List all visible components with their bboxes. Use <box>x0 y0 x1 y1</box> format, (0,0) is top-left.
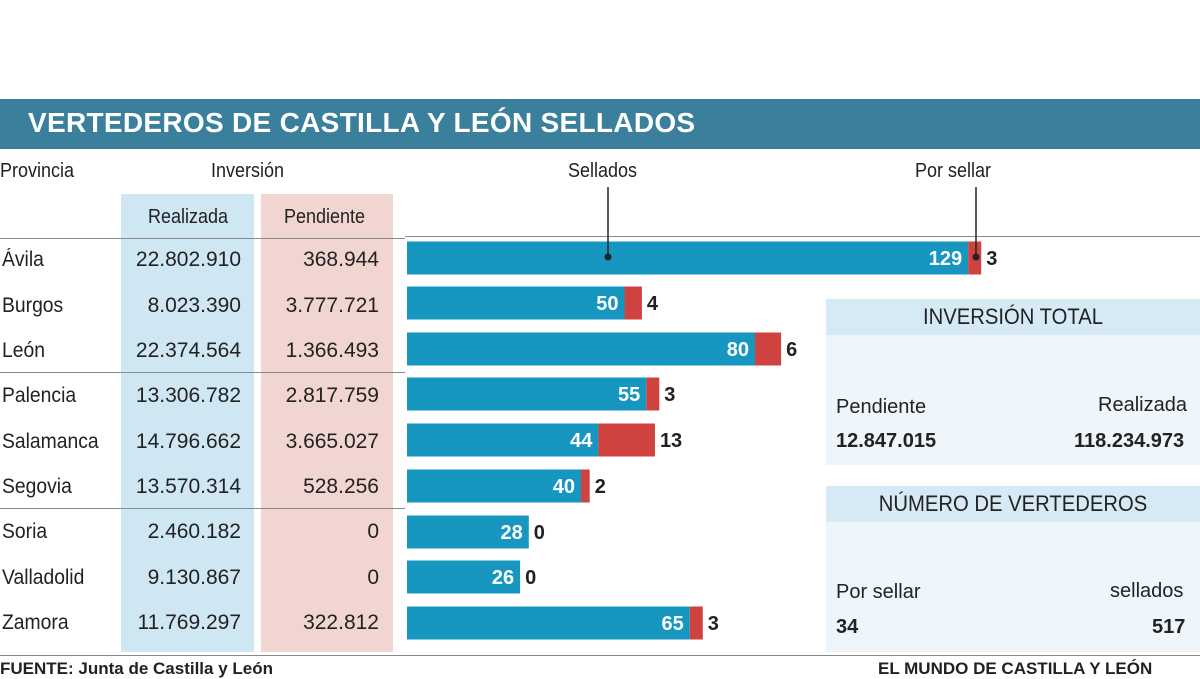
pie2-value-por-sellar: 34 <box>836 616 858 639</box>
bar-label-por-sellar: 0 <box>534 522 545 544</box>
bar-label-sellados: 26 <box>492 567 514 589</box>
numero-vertederos-title: NÚMERO DE VERTEDEROS <box>841 486 1185 522</box>
sellados-pointer-dot <box>605 254 612 261</box>
inversion-total-header: INVERSIÓN TOTAL <box>826 299 1200 335</box>
bar-label-sellados: 65 <box>662 613 684 635</box>
bar-sellados <box>407 287 625 320</box>
bar-sellados <box>407 378 646 411</box>
bar-sellados <box>407 242 968 275</box>
bar-label-sellados: 28 <box>501 522 523 544</box>
bar-label-por-sellar: 2 <box>595 476 606 498</box>
bar-label-sellados: 50 <box>596 293 618 315</box>
bar-sellados <box>407 607 690 640</box>
bar-label-por-sellar: 0 <box>525 567 536 589</box>
bar-por-sellar <box>598 424 655 457</box>
bar-por-sellar <box>690 607 703 640</box>
bar-label-sellados: 80 <box>727 339 749 361</box>
pie1-label-pendiente: Pendiente <box>836 396 926 419</box>
bar-por-sellar <box>581 470 590 503</box>
bar-label-por-sellar: 3 <box>708 613 719 635</box>
pie1-value-realizada: 118.234.973 <box>1074 430 1184 453</box>
bar-label-por-sellar: 4 <box>647 293 659 315</box>
bar-por-sellar <box>646 378 659 411</box>
pie1-value-pendiente: 12.847.015 <box>836 430 936 453</box>
pie1-label-realizada: Realizada <box>1098 394 1187 417</box>
bar-por-sellar <box>625 287 642 320</box>
bar-por-sellar <box>755 333 781 366</box>
bar-label-sellados: 129 <box>929 248 962 270</box>
footer-source: FUENTE: Junta de Castilla y León <box>0 659 273 679</box>
inversion-total-title: INVERSIÓN TOTAL <box>841 299 1185 335</box>
bar-label-por-sellar: 6 <box>786 339 797 361</box>
bar-label-sellados: 55 <box>618 384 640 406</box>
pie2-value-sellados: 517 <box>1152 616 1185 639</box>
pie2-label-sellados: sellados <box>1110 580 1183 603</box>
bar-label-sellados: 44 <box>570 430 593 452</box>
bar-label-por-sellar: 3 <box>986 248 997 270</box>
numero-vertederos-header: NÚMERO DE VERTEDEROS <box>826 486 1200 522</box>
bar-label-por-sellar: 3 <box>664 384 675 406</box>
footer-credit: EL MUNDO DE CASTILLA Y LEÓN <box>878 659 1152 679</box>
pie2-label-por-sellar: Por sellar <box>836 581 920 604</box>
bar-sellados <box>407 333 755 366</box>
bar-label-sellados: 40 <box>553 476 575 498</box>
bar-label-por-sellar: 13 <box>660 430 682 452</box>
por-sellar-pointer-dot <box>973 254 980 261</box>
